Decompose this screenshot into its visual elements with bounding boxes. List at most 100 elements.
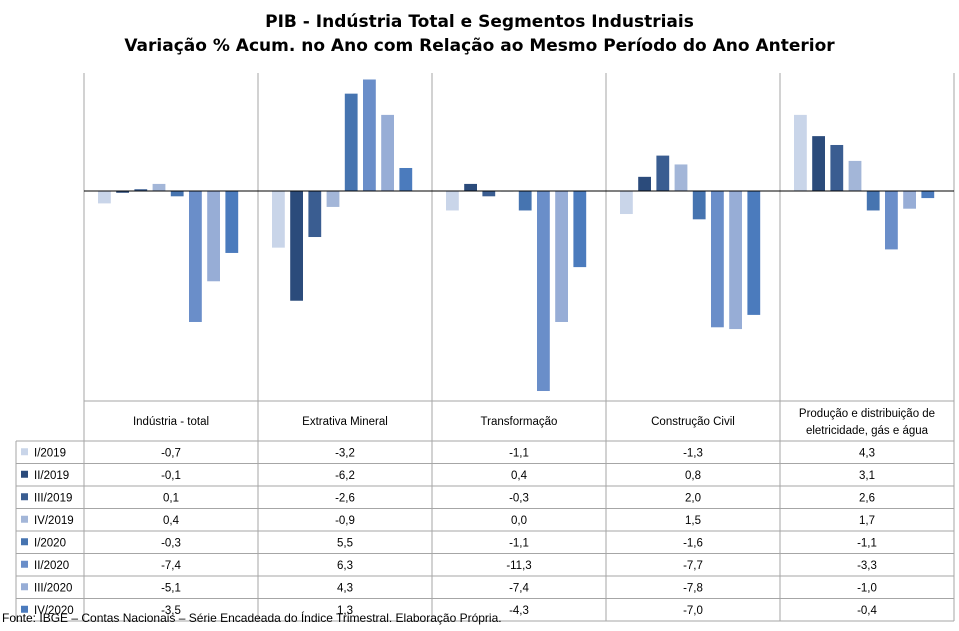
bar-II-2020-4 — [885, 191, 898, 249]
category-label-line: eletricidade, gás e água — [806, 425, 929, 437]
category-label-3: Construção Civil — [651, 416, 735, 428]
legend-label-II-2020: II/2020 — [34, 560, 69, 572]
bar-I-2019-0 — [98, 191, 111, 203]
data-label-IV-2019-2: 0,0 — [511, 515, 527, 527]
category-label-line: Extrativa Mineral — [302, 416, 388, 428]
data-label-III-2019-3: 2,0 — [685, 492, 701, 504]
bar-I-2020-0 — [171, 191, 184, 196]
legend-label-III-2019: III/2019 — [34, 492, 72, 504]
source-note: Fonte: IBGE – Contas Nacionais – Série E… — [2, 611, 502, 625]
bar-III-2020-0 — [207, 191, 220, 281]
bar-I-2019-1 — [272, 191, 285, 248]
legend-key-III-2020 — [21, 583, 28, 590]
category-label-line: Transformação — [481, 416, 558, 428]
legend-label-II-2019: II/2019 — [34, 470, 69, 482]
data-label-IV-2019-1: -0,9 — [335, 515, 355, 527]
data-label-III-2019-2: -0,3 — [509, 492, 529, 504]
data-label-IV-2020-4: -0,4 — [857, 605, 877, 617]
bar-I-2019-2 — [446, 191, 459, 210]
plot-area — [84, 73, 954, 401]
legend-label-III-2020: III/2020 — [34, 582, 72, 594]
bar-chart-with-data-table: Indústria - total Extrativa Mineral Transf… — [0, 0, 959, 631]
bar-IV-2020-2 — [573, 191, 586, 267]
data-label-III-2020-0: -5,1 — [161, 582, 181, 594]
category-label-1: Extrativa Mineral — [302, 416, 388, 428]
data-label-IV-2020-2: -4,3 — [509, 605, 529, 617]
legend-label-I-2020: I/2020 — [34, 537, 66, 549]
data-label-I-2019-1: -3,2 — [335, 447, 355, 459]
bar-I-2020-1 — [345, 94, 358, 191]
data-label-I-2019-2: -1,1 — [509, 447, 529, 459]
data-label-IV-2019-0: 0,4 — [163, 515, 180, 527]
bar-IV-2020-1 — [399, 168, 412, 191]
bar-II-2020-1 — [363, 79, 376, 191]
bar-II-2019-3 — [638, 177, 651, 191]
data-label-III-2020-3: -7,8 — [683, 582, 703, 594]
category-label-0: Indústria - total — [133, 416, 209, 428]
data-label-III-2020-2: -7,4 — [509, 582, 529, 594]
bar-IV-2020-3 — [747, 191, 760, 315]
data-label-IV-2020-3: -7,0 — [683, 605, 703, 617]
bar-II-2020-2 — [537, 191, 550, 391]
data-label-III-2019-0: 0,1 — [163, 492, 179, 504]
data-label-II-2020-4: -3,3 — [857, 560, 877, 572]
data-label-II-2020-0: -7,4 — [161, 560, 181, 572]
data-label-I-2019-3: -1,3 — [683, 447, 703, 459]
legend-key-IV-2019 — [21, 516, 28, 523]
legend-key-II-2020 — [21, 561, 28, 568]
legend-label-I-2019: I/2019 — [34, 447, 66, 459]
bar-III-2020-2 — [555, 191, 568, 322]
bar-I-2019-4 — [794, 115, 807, 191]
data-label-II-2019-4: 3,1 — [859, 470, 875, 482]
data-label-III-2019-4: 2,6 — [859, 492, 875, 504]
data-table: Indústria - total Extrativa Mineral Transf… — [16, 401, 954, 621]
category-label-line: Produção e distribuição de — [799, 408, 935, 420]
bar-III-2019-1 — [308, 191, 321, 237]
data-label-I-2019-4: 4,3 — [859, 447, 875, 459]
bar-IV-2020-0 — [225, 191, 238, 253]
bar-II-2020-0 — [189, 191, 202, 322]
bar-III-2020-3 — [729, 191, 742, 329]
category-label-2: Transformação — [481, 416, 558, 428]
legend-key-II-2019 — [21, 471, 28, 478]
category-label-line: Construção Civil — [651, 416, 735, 428]
bar-IV-2020-4 — [921, 191, 934, 198]
bar-II-2019-1 — [290, 191, 303, 301]
data-label-II-2020-3: -7,7 — [683, 560, 703, 572]
data-label-III-2019-1: -2,6 — [335, 492, 355, 504]
data-label-II-2019-2: 0,4 — [511, 470, 528, 482]
bar-II-2019-2 — [464, 184, 477, 191]
bar-III-2019-4 — [830, 145, 843, 191]
bar-IV-2019-0 — [153, 184, 166, 191]
data-label-I-2020-3: -1,6 — [683, 537, 703, 549]
bar-II-2019-4 — [812, 136, 825, 191]
bar-I-2019-3 — [620, 191, 633, 214]
data-label-II-2019-3: 0,8 — [685, 470, 701, 482]
data-label-III-2020-1: 4,3 — [337, 582, 353, 594]
data-label-III-2020-4: -1,0 — [857, 582, 877, 594]
bar-II-2020-3 — [711, 191, 724, 327]
bar-III-2020-4 — [903, 191, 916, 209]
data-label-I-2020-0: -0,3 — [161, 537, 181, 549]
bar-III-2019-2 — [482, 191, 495, 196]
data-label-II-2020-2: -11,3 — [506, 560, 531, 572]
bar-IV-2019-3 — [675, 164, 688, 191]
category-label-line: Indústria - total — [133, 416, 209, 428]
data-label-I-2019-0: -0,7 — [161, 447, 181, 459]
data-label-II-2019-1: -6,2 — [335, 470, 355, 482]
legend-key-III-2019 — [21, 493, 28, 500]
legend-key-I-2019 — [21, 448, 28, 455]
data-label-I-2020-4: -1,1 — [857, 537, 877, 549]
legend-key-I-2020 — [21, 538, 28, 545]
data-label-IV-2019-3: 1,5 — [685, 515, 701, 527]
data-label-IV-2019-4: 1,7 — [859, 515, 875, 527]
bar-I-2020-4 — [867, 191, 880, 210]
bar-I-2020-3 — [693, 191, 706, 219]
bar-IV-2019-1 — [327, 191, 340, 207]
data-label-I-2020-1: 5,5 — [337, 537, 353, 549]
bar-III-2020-1 — [381, 115, 394, 191]
legend-label-IV-2019: IV/2019 — [34, 515, 74, 527]
data-label-II-2020-1: 6,3 — [337, 560, 353, 572]
bar-I-2020-2 — [519, 191, 532, 210]
data-label-II-2019-0: -0,1 — [161, 470, 181, 482]
